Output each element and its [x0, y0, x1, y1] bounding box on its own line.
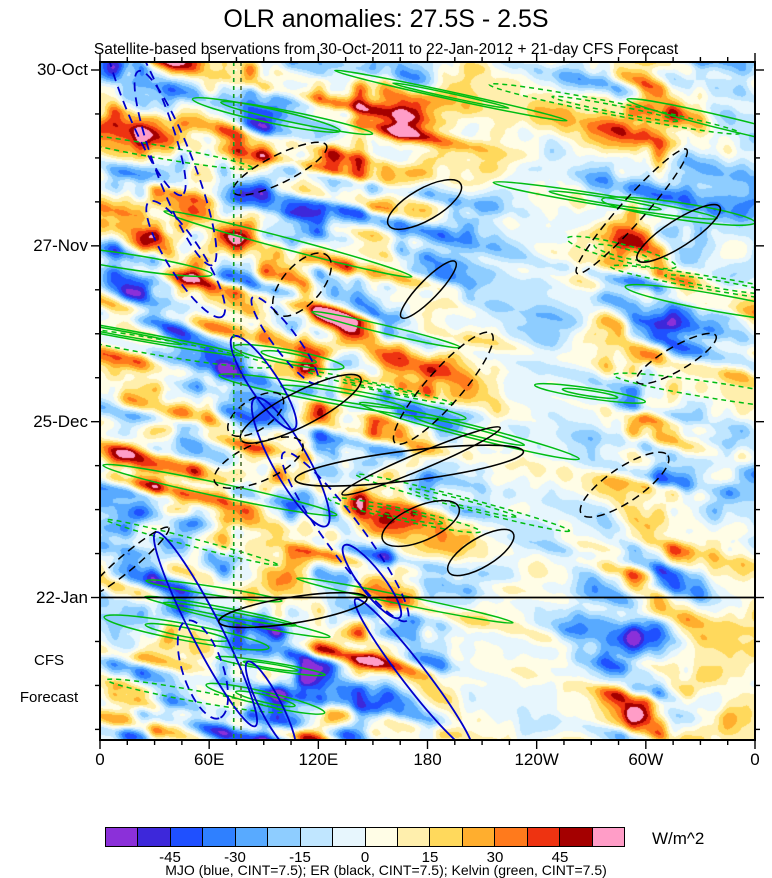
kelvin-wave-contour: [100, 245, 213, 278]
kelvin-wave-contour: [242, 660, 299, 672]
kelvin-wave-contour: [205, 682, 326, 715]
kelvin-wave-contour: [100, 320, 183, 346]
er-wave-contour: [226, 391, 285, 438]
kelvin-wave-contour: [311, 310, 462, 349]
kelvin-wave-contour: [100, 309, 245, 357]
kelvin-wave-contour: [663, 274, 755, 296]
er-wave-contour: [386, 178, 463, 231]
colorbar-segment: [299, 827, 334, 847]
colorbar-segment: [234, 827, 269, 847]
mjo-contour: [341, 543, 403, 620]
colorbar-segment: [396, 827, 431, 847]
colorbar-segment: [429, 827, 463, 847]
colorbar-segment: [591, 827, 625, 847]
er-wave-contour: [579, 451, 670, 518]
mjo-contour: [250, 396, 331, 528]
kelvin-wave-contour: [492, 180, 718, 220]
contour-and-axes-overlay: [91, 53, 764, 749]
kelvin-wave-contour: [162, 601, 331, 639]
er-wave-contour: [399, 260, 458, 320]
kelvin-wave-contour: [609, 264, 755, 305]
cfs-label-line2: Forecast: [19, 689, 79, 706]
kelvin-wave-contour: [593, 243, 650, 262]
kelvin-wave-contour: [234, 690, 296, 708]
kelvin-wave-contour: [358, 401, 580, 461]
kelvin-wave-contour: [296, 577, 514, 624]
olr-anomaly-heatmap: [100, 62, 755, 740]
kelvin-wave-contour: [260, 349, 317, 365]
colorbar-segment: [494, 827, 528, 847]
kelvin-wave-contour: [601, 196, 755, 226]
mjo-contour: [244, 660, 297, 740]
mjo-contour: [101, 62, 187, 197]
kelvin-wave-contour: [392, 82, 510, 110]
kelvin-wave-contour: [561, 387, 619, 400]
mjo-contour: [353, 597, 474, 740]
kelvin-wave-contour: [327, 496, 482, 534]
kelvin-wave-contour: [163, 210, 413, 278]
er-wave-contour: [446, 528, 515, 577]
colorbar-segment: [202, 827, 236, 847]
colorbar-units-label: W/m^2: [652, 829, 705, 848]
er-wave-contour: [100, 526, 170, 597]
colorbar-segment: [526, 827, 561, 847]
kelvin-wave-contour: [624, 283, 755, 323]
mjo-contour: [133, 69, 218, 267]
kelvin-wave-contour: [191, 96, 341, 134]
colorbar: [105, 827, 625, 847]
kelvin-wave-contour: [100, 132, 254, 171]
er-wave-contour: [271, 252, 333, 317]
colorbar-segment: [267, 827, 301, 847]
mjo-contour: [145, 199, 226, 319]
mjo-contour: [229, 334, 298, 431]
mjo-contour: [176, 619, 229, 720]
kelvin-wave-contour: [612, 372, 755, 412]
kelvin-wave-contour: [220, 100, 374, 136]
kelvin-wave-contour: [106, 678, 283, 714]
kelvin-wave-contour: [408, 487, 517, 518]
er-wave-contour: [294, 444, 525, 487]
kelvin-wave-contour: [343, 378, 418, 397]
er-wave-contour: [232, 141, 328, 196]
kelvin-wave-contour: [334, 69, 568, 122]
mjo-contour: [280, 451, 410, 623]
kelvin-wave-contour: [566, 235, 677, 270]
er-wave-contour: [213, 436, 304, 490]
kelvin-wave-contour: [102, 463, 338, 517]
colorbar-segment: [137, 827, 171, 847]
figure-subtitle: Satellite-based bservations from 30-Oct-…: [93, 41, 679, 58]
er-wave-contour: [381, 499, 461, 548]
kelvin-wave-contour: [145, 579, 283, 603]
kelvin-wave-contour: [232, 343, 345, 371]
kelvin-wave-contour: [279, 384, 406, 410]
er-wave-contour: [575, 148, 689, 275]
kelvin-wave-contour: [103, 614, 270, 651]
kelvin-wave-contour: [626, 97, 755, 152]
legend-caption: MJO (blue, CINT=7.5); ER (black, CINT=7.…: [165, 862, 607, 878]
kelvin-wave-contour: [100, 324, 272, 369]
kelvin-wave-contour: [105, 518, 279, 566]
kelvin-wave-contour: [355, 473, 571, 533]
colorbar-segment: [332, 827, 366, 847]
cfs-label-line1: CFS: [34, 652, 64, 669]
colorbar-segment: [461, 827, 496, 847]
kelvin-wave-contour: [551, 95, 679, 123]
colorbar-segment: [105, 827, 139, 847]
colorbar-segment: [559, 827, 593, 847]
er-wave-contour: [341, 426, 502, 496]
figure-title: OLR anomalies: 27.5S - 2.5S: [223, 5, 549, 33]
er-wave-contour: [636, 203, 722, 263]
er-wave-contour: [635, 332, 718, 385]
kelvin-wave-contour: [218, 373, 467, 421]
colorbar-segment: [364, 827, 398, 847]
kelvin-wave-contour: [533, 382, 647, 404]
kelvin-wave-contour: [548, 190, 662, 211]
cfs-forecast-label: CFS Forecast: [6, 652, 92, 706]
kelvin-wave-contour: [413, 415, 526, 447]
colorbar-segment: [169, 827, 204, 847]
kelvin-wave-contour: [215, 655, 326, 677]
